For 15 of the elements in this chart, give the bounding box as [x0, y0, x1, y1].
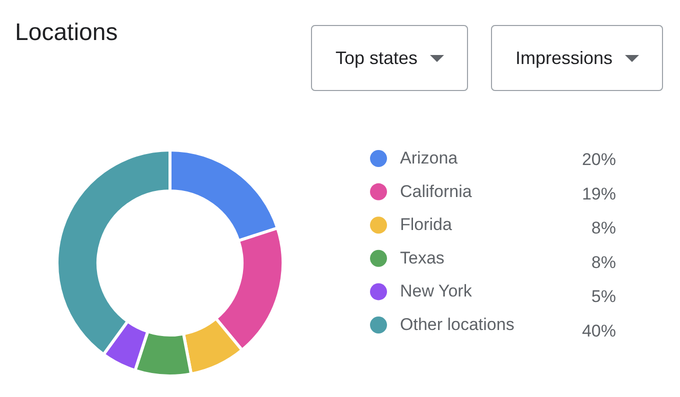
data-label: 40% [582, 322, 616, 340]
legend-label: Florida [400, 215, 453, 234]
chart-title: Locations [15, 19, 118, 46]
legend-label: Other locations [400, 315, 514, 334]
legend-label: Texas [400, 248, 444, 268]
data-label: 20% [582, 150, 616, 169]
dropdown: Top states [311, 25, 468, 91]
data-label: 8% [591, 218, 616, 238]
legend-label: New York [400, 282, 472, 301]
legend-label: California [400, 182, 472, 201]
legend-label: Arizona [400, 148, 458, 168]
data-label: 8% [591, 252, 616, 272]
data-label: 5% [591, 287, 616, 306]
dropdown: Impressions [491, 25, 663, 91]
data-label: 19% [582, 184, 616, 204]
